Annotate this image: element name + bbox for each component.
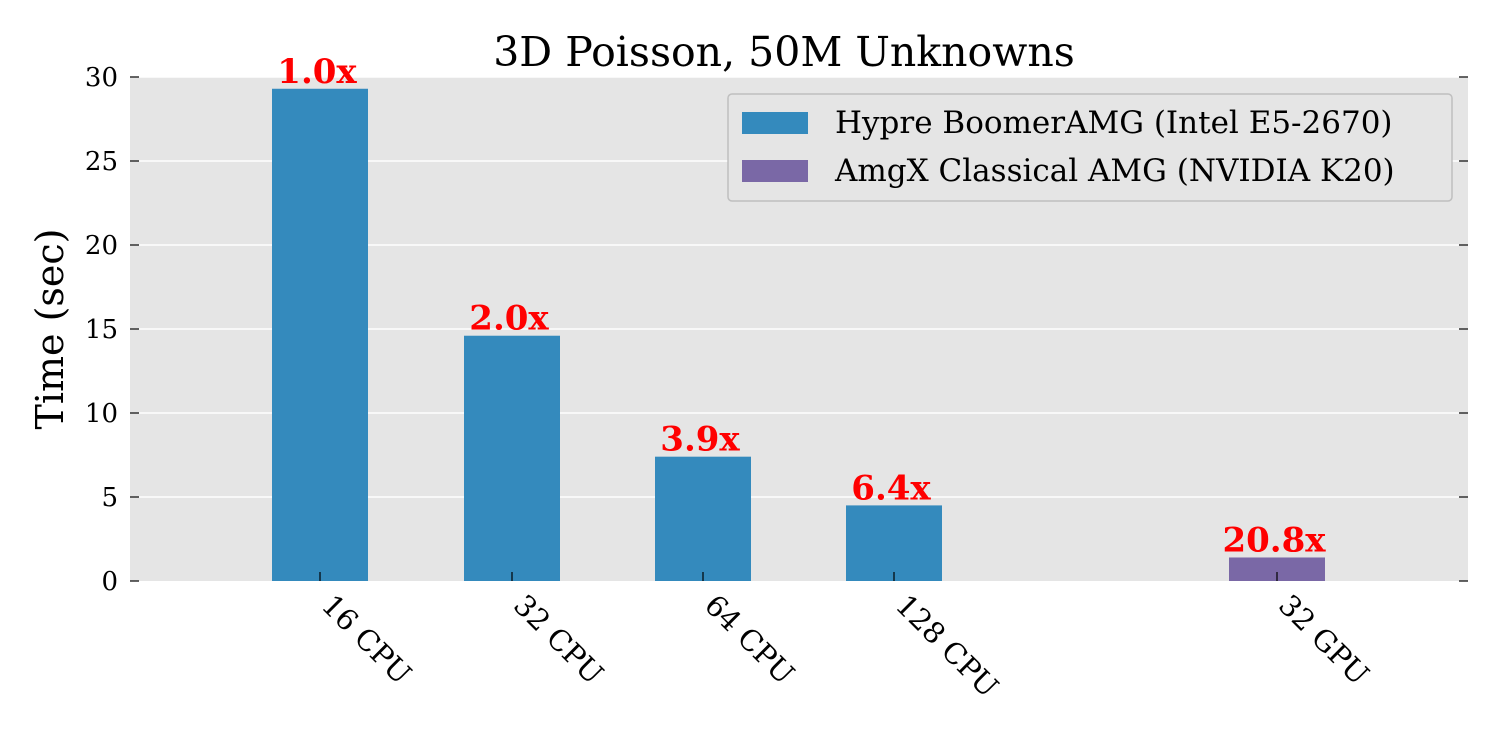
bar	[655, 456, 751, 581]
speedup-label: 3.9x	[660, 420, 740, 460]
x-tick-label: 128 CPU	[889, 588, 1005, 704]
legend-swatch	[742, 112, 808, 134]
bar	[272, 88, 368, 581]
y-tick-label: 10	[85, 399, 118, 429]
speedup-label: 1.0x	[277, 52, 357, 92]
y-tick-label: 0	[101, 567, 118, 597]
chart-title: 3D Poisson, 50M Unknowns	[493, 28, 1075, 76]
bars	[272, 88, 1325, 581]
x-tick-label: 64 CPU	[698, 588, 801, 691]
y-tick-label: 25	[85, 147, 118, 177]
x-tick-label: 32 GPU	[1272, 588, 1376, 692]
legend: Hypre BoomerAMG (Intel E5-2670) AmgX Clas…	[727, 93, 1453, 202]
x-tick-label: 32 CPU	[507, 588, 610, 691]
y-tick-label: 30	[85, 63, 118, 93]
speedup-label: 6.4x	[851, 468, 931, 508]
y-tick-label: 5	[101, 483, 118, 513]
x-tick-label: 16 CPU	[315, 588, 418, 691]
legend-entry: Hypre BoomerAMG (Intel E5-2670)	[835, 105, 1393, 141]
speedup-label: 2.0x	[469, 299, 549, 339]
y-tick-label: 15	[85, 315, 118, 345]
legend-box	[727, 93, 1453, 202]
bar	[1229, 557, 1325, 581]
speedup-labels: 1.0x 2.0x 3.9x 6.4x 20.8x	[277, 52, 1326, 561]
legend-entry: AmgX Classical AMG (NVIDIA K20)	[834, 153, 1395, 189]
legend-swatch	[742, 160, 808, 182]
speedup-label: 20.8x	[1222, 520, 1326, 560]
bar	[846, 505, 942, 581]
y-axis-label: Time (sec)	[28, 228, 72, 429]
y-tick-label: 20	[85, 231, 118, 261]
bar	[464, 335, 560, 581]
